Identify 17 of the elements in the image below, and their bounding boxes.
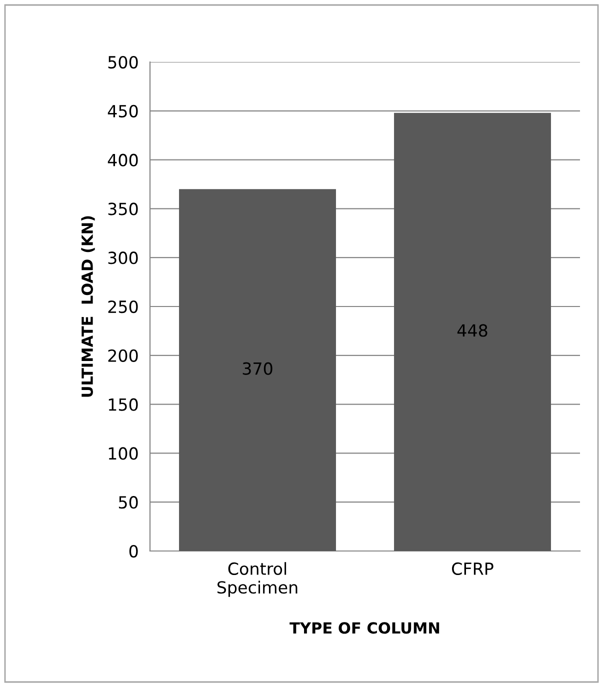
y-tick-label: 0	[129, 544, 138, 558]
x-tick-label: Control Specimen	[217, 562, 298, 597]
y-tick-label: 200	[108, 349, 138, 362]
y-tick-label: 500	[108, 56, 138, 69]
y-tick-label: 250	[108, 300, 138, 314]
y-tick-label: 50	[118, 496, 138, 509]
y-tick-label: 150	[108, 398, 138, 411]
y-tick-label: 400	[108, 154, 138, 166]
data-label: 370	[242, 362, 272, 375]
x-tick-label: CFRP	[452, 562, 494, 576]
y-tick-label: 100	[108, 447, 138, 460]
data-label: 448	[457, 324, 488, 337]
y-tick-label: 300	[108, 252, 138, 264]
y-tick-label: 450	[108, 104, 138, 118]
y-tick-label: 350	[108, 202, 138, 216]
y-axis-title: ULTIMATE LOAD (KN)	[81, 216, 95, 397]
x-axis-title: TYPE OF COLUMN	[290, 622, 440, 634]
